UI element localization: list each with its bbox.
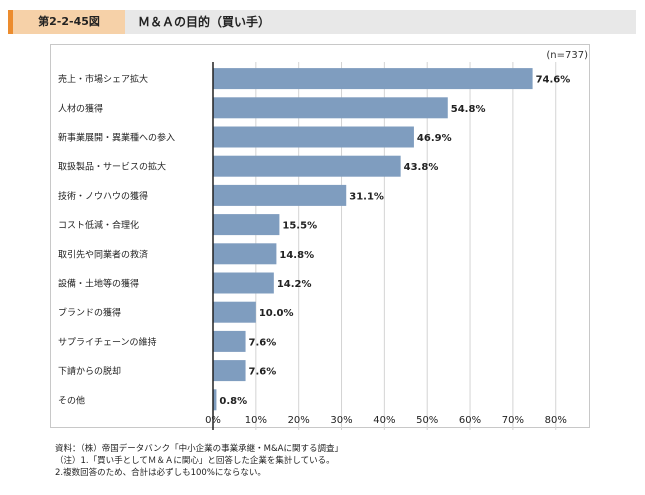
figure-title: Ｍ＆Ａの目的（買い手）: [138, 15, 271, 29]
bar: [213, 243, 277, 265]
x-tick-label: 10%: [245, 415, 267, 426]
bar: [213, 214, 280, 236]
category-label: サプライチェーンの維持: [58, 336, 157, 348]
bar: [213, 330, 246, 352]
footnote-note-2: 2.複数回答のため、合計は必ずしも100%にならない。: [55, 468, 266, 478]
chart-frame: [50, 44, 590, 428]
bar: [213, 126, 414, 148]
sample-size-label: (n=737): [546, 50, 588, 61]
bar: [213, 389, 217, 411]
data-label: 46.9%: [417, 133, 452, 144]
x-tick-label: 60%: [459, 415, 481, 426]
bar: [213, 360, 246, 382]
x-tick-label: 0%: [205, 415, 221, 426]
data-label: 31.1%: [349, 191, 384, 202]
data-label: 10.0%: [259, 308, 294, 319]
category-label: 取引先や同業者の救済: [58, 248, 148, 260]
bar: [213, 301, 256, 323]
bar: [213, 68, 533, 90]
x-tick-label: 30%: [330, 415, 352, 426]
header-accent-bar: [8, 10, 13, 34]
bar: [213, 155, 401, 177]
x-tick-label: 50%: [416, 415, 438, 426]
x-tick-label: 40%: [373, 415, 395, 426]
category-label: コスト低減・合理化: [58, 219, 139, 231]
category-label: 新事業展開・異業種への参入: [58, 132, 175, 144]
data-label: 43.8%: [404, 162, 439, 173]
category-label: 売上・市場シェア拡大: [58, 73, 148, 85]
category-label: 人材の獲得: [58, 102, 103, 114]
data-label: 7.6%: [249, 367, 277, 378]
data-label: 15.5%: [282, 221, 317, 232]
data-label: 74.6%: [536, 75, 571, 86]
footnote-note-1: （注）1.「買い手としてＭ＆Ａに関心」と回答した企業を集計している。: [55, 456, 335, 466]
x-tick-label: 80%: [545, 415, 567, 426]
x-tick-label: 70%: [502, 415, 524, 426]
footnote-source: 資料：（株）帝国データバンク「中小企業の事業承継・M&Aに関する調査」: [55, 444, 343, 454]
data-label: 54.8%: [451, 104, 486, 115]
category-label: その他: [58, 394, 85, 406]
bar: [213, 184, 347, 206]
data-label: 14.2%: [277, 279, 312, 290]
bar: [213, 272, 274, 294]
data-label: 7.6%: [249, 337, 277, 348]
footnotes: 資料：（株）帝国データバンク「中小企業の事業承継・M&Aに関する調査」 （注）1…: [55, 443, 343, 479]
x-tick-label: 20%: [288, 415, 310, 426]
category-label: ブランドの獲得: [58, 307, 121, 319]
category-label: 設備・土地等の獲得: [58, 278, 139, 290]
category-label: 技術・ノウハウの獲得: [58, 190, 148, 202]
figure-number: 第2-2-45図: [13, 10, 125, 34]
figure-header: 第2-2-45図 Ｍ＆Ａの目的（買い手）: [8, 10, 636, 34]
category-label: 取扱製品・サービスの拡大: [58, 161, 166, 173]
category-label: 下請からの脱却: [58, 365, 121, 377]
data-label: 0.8%: [219, 396, 247, 407]
bar: [213, 97, 448, 119]
data-label: 14.8%: [279, 250, 314, 261]
